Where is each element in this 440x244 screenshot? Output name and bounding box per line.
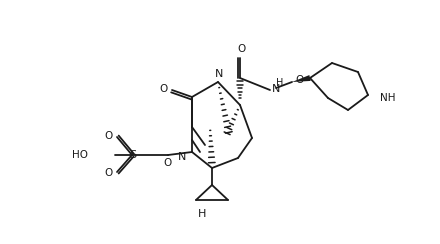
Text: O: O bbox=[296, 75, 304, 85]
Text: HO: HO bbox=[72, 150, 88, 160]
Text: N: N bbox=[272, 84, 280, 94]
Text: H: H bbox=[198, 209, 206, 219]
Text: O: O bbox=[237, 44, 245, 54]
Text: O: O bbox=[104, 168, 112, 178]
Polygon shape bbox=[292, 75, 311, 82]
Text: N: N bbox=[215, 69, 223, 79]
Text: O: O bbox=[159, 84, 167, 94]
Text: O: O bbox=[163, 158, 171, 168]
Text: H: H bbox=[276, 78, 284, 88]
Text: O: O bbox=[104, 131, 112, 141]
Text: NH: NH bbox=[380, 93, 396, 103]
Text: S: S bbox=[129, 150, 136, 160]
Text: N: N bbox=[178, 152, 186, 162]
